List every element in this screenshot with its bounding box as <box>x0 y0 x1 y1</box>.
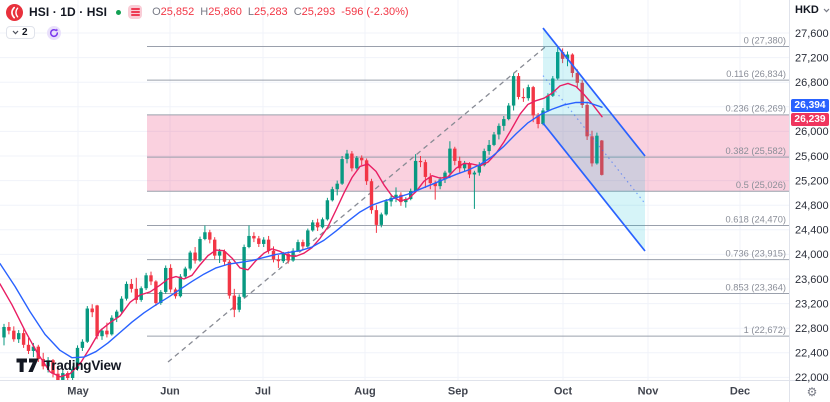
indicator-count: 2 <box>22 27 28 38</box>
time-axis-label: Nov <box>638 386 660 398</box>
close-value: 25,293 <box>301 6 336 18</box>
price-axis-label: 22,400 <box>795 348 829 360</box>
price-axis-label: 23,200 <box>795 298 829 310</box>
channel-fill <box>543 28 645 252</box>
fib-level-label: 0.736 (23,915) <box>726 248 786 258</box>
price-axis-label: 27,200 <box>795 52 829 64</box>
channel-lower-line <box>542 122 646 252</box>
price-axis-label: 23,600 <box>795 274 829 286</box>
ma-slow-line <box>0 101 603 359</box>
ohlc-readout: O25,852 H25,860 L25,283 C25,293 -596 (-2.30%… <box>152 6 408 18</box>
time-axis-label: Oct <box>554 386 573 398</box>
symbol-logo-icon[interactable] <box>6 3 23 21</box>
price-axis-label: 25,200 <box>795 175 829 187</box>
time-axis-label: Sep <box>448 386 468 398</box>
fib-level-label: 0.853 (23,364) <box>726 282 786 292</box>
price-axis-label: 24,000 <box>795 249 829 261</box>
watchlist-flag-icon[interactable] <box>128 5 143 19</box>
symbol-title[interactable]: HSI · 1D · HSI <box>29 5 108 19</box>
indicators-collapse-button[interactable]: 2 <box>6 26 35 39</box>
low-label: L <box>247 6 255 18</box>
fib-level-label: 0.618 (24,470) <box>726 214 786 224</box>
time-axis-label: May <box>67 386 89 398</box>
currency-selector[interactable]: HKD <box>795 4 830 16</box>
axis-settings-gear-icon[interactable]: ⚙ <box>806 385 818 399</box>
price-axis-label: 24,400 <box>795 225 829 237</box>
currency-label: HKD <box>795 4 819 16</box>
channel-midline <box>542 75 646 204</box>
sync-refresh-icon[interactable] <box>46 25 61 40</box>
ma-fast-line <box>0 82 603 378</box>
high-value: 25,860 <box>208 6 242 18</box>
time-axis-label: Jul <box>255 386 271 398</box>
time-axis-label: Jun <box>160 386 180 398</box>
tradingview-wordmark: TradingView <box>44 358 122 373</box>
low-value: 25,283 <box>254 6 288 18</box>
time-axis-label: Aug <box>354 386 375 398</box>
fib-highlight-zone <box>147 114 789 192</box>
channel-upper-line <box>542 27 646 157</box>
ma-fast-price-badge: 26,239 <box>791 113 829 126</box>
fib-level-label: 0.116 (26,834) <box>726 69 786 79</box>
price-axis-label: 22,800 <box>795 323 829 335</box>
price-axis-label: 22,000 <box>795 372 829 384</box>
price-axis-label: 25,600 <box>795 151 829 163</box>
chevron-down-icon <box>823 8 830 12</box>
price-axis-label: 26,000 <box>795 126 829 138</box>
price-axis-label: 27,600 <box>795 28 829 40</box>
open-label: O <box>152 6 161 18</box>
fib-level-label: 0.236 (26,269) <box>726 104 786 114</box>
fib-level-label: 0 (27,380) <box>744 35 786 45</box>
symbol-legend: HSI · 1D · HSI O25,852 H25,860 L25,283 C25,… <box>6 3 409 40</box>
tradingview-mark-icon <box>16 358 39 372</box>
ma-slow-price-badge: 26,394 <box>791 99 829 112</box>
open-value: 25,852 <box>160 6 195 18</box>
chevron-down-icon <box>12 30 19 35</box>
close-label: C <box>293 6 302 18</box>
fib-level-label: 0.5 (25,026) <box>736 180 786 190</box>
market-status-icon <box>116 9 122 15</box>
price-axis-label: 26,800 <box>795 77 829 89</box>
tradingview-logo[interactable]: TradingView <box>16 358 121 373</box>
time-axis-label: Dec <box>730 386 750 398</box>
fib-level-label: 0.382 (25,582) <box>726 146 786 156</box>
change-value: -596 (-2.30%) <box>341 6 409 18</box>
trendline <box>167 46 546 363</box>
fib-level-label: 1 (22,672) <box>744 325 786 335</box>
price-axis-label: 24,800 <box>795 200 829 212</box>
high-label: H <box>200 6 209 18</box>
